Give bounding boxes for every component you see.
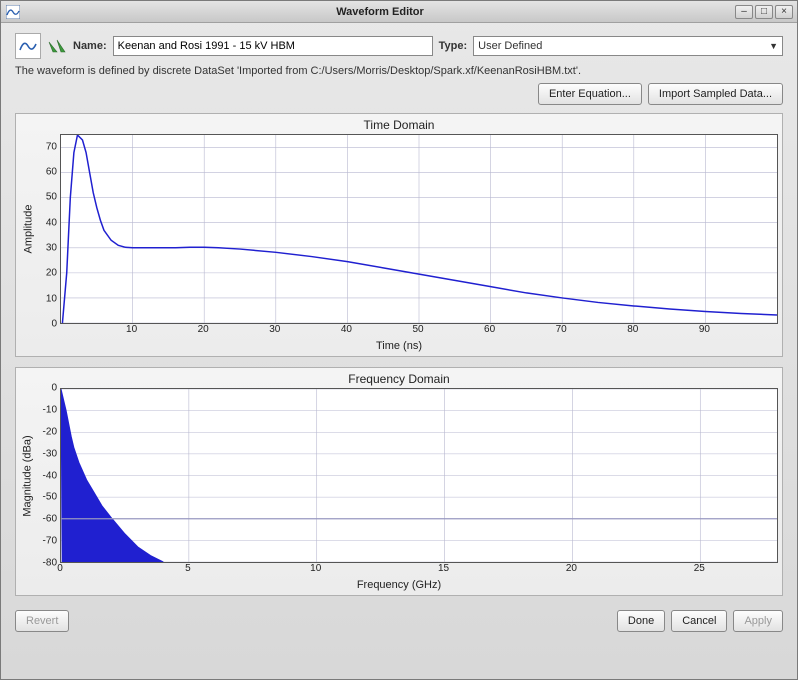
time-yticks: 010203040506070 bbox=[36, 134, 60, 324]
triangle-icon bbox=[47, 36, 67, 56]
freq-yticks: -80-70-60-50-40-30-20-100 bbox=[36, 388, 60, 563]
type-label: Type: bbox=[439, 40, 468, 52]
titlebar: Waveform Editor – □ × bbox=[1, 1, 797, 23]
waveform-icon bbox=[15, 33, 41, 59]
footer-buttons: Revert Done Cancel Apply bbox=[15, 606, 783, 632]
time-plot-area bbox=[60, 134, 778, 324]
cancel-button[interactable]: Cancel bbox=[671, 610, 727, 632]
action-buttons-row: Enter Equation... Import Sampled Data... bbox=[15, 83, 783, 105]
revert-button[interactable]: Revert bbox=[15, 610, 69, 632]
time-ylabel: Amplitude bbox=[20, 134, 36, 324]
freq-xlabel: Frequency (GHz) bbox=[20, 579, 778, 591]
done-button[interactable]: Done bbox=[617, 610, 665, 632]
window-title: Waveform Editor bbox=[25, 6, 735, 18]
time-domain-panel: Time Domain Amplitude 010203040506070 10… bbox=[15, 113, 783, 357]
type-value: User Defined bbox=[478, 40, 542, 52]
maximize-button[interactable]: □ bbox=[755, 5, 773, 19]
apply-button[interactable]: Apply bbox=[733, 610, 783, 632]
type-select[interactable]: User Defined ▼ bbox=[473, 36, 783, 56]
wave-icon bbox=[5, 4, 21, 20]
freq-domain-panel: Frequency Domain Magnitude (dBa) -80-70-… bbox=[15, 367, 783, 596]
name-input[interactable] bbox=[113, 36, 433, 56]
freq-plot-area bbox=[60, 388, 778, 563]
header-row: Name: Type: User Defined ▼ bbox=[15, 33, 783, 59]
enter-equation-button[interactable]: Enter Equation... bbox=[538, 83, 642, 105]
content-area: Name: Type: User Defined ▼ The waveform … bbox=[1, 23, 797, 679]
freq-xticks: 0510152025 bbox=[60, 563, 776, 577]
chevron-down-icon: ▼ bbox=[769, 41, 778, 51]
description-text: The waveform is defined by discrete Data… bbox=[15, 65, 783, 77]
freq-ylabel: Magnitude (dBa) bbox=[20, 388, 36, 563]
close-button[interactable]: × bbox=[775, 5, 793, 19]
freq-chart-title: Frequency Domain bbox=[20, 372, 778, 386]
name-label: Name: bbox=[73, 40, 107, 52]
window-root: Waveform Editor – □ × Name: Type: User D… bbox=[0, 0, 798, 680]
import-data-button[interactable]: Import Sampled Data... bbox=[648, 83, 783, 105]
time-xlabel: Time (ns) bbox=[20, 340, 778, 352]
time-xticks: 102030405060708090 bbox=[60, 324, 776, 338]
minimize-button[interactable]: – bbox=[735, 5, 753, 19]
titlebar-buttons: – □ × bbox=[735, 5, 793, 19]
time-chart-title: Time Domain bbox=[20, 118, 778, 132]
